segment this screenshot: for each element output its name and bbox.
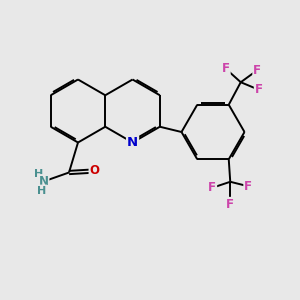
Text: F: F bbox=[255, 83, 263, 96]
Text: N: N bbox=[38, 175, 49, 188]
Text: F: F bbox=[226, 198, 234, 211]
Text: F: F bbox=[222, 62, 230, 75]
Text: O: O bbox=[89, 164, 100, 178]
Text: H: H bbox=[38, 185, 46, 196]
Text: F: F bbox=[208, 181, 216, 194]
Text: H: H bbox=[34, 169, 43, 179]
Text: F: F bbox=[253, 64, 261, 77]
Text: N: N bbox=[127, 136, 138, 149]
Text: F: F bbox=[244, 180, 252, 193]
